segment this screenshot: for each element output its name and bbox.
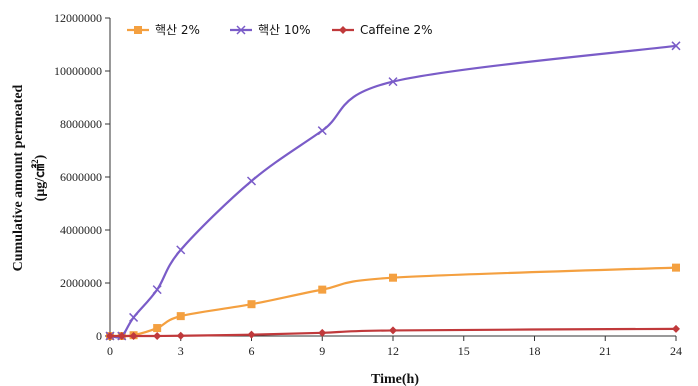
- y-tick-label: 2000000: [60, 276, 102, 290]
- legend-swatch-marker: [339, 26, 347, 34]
- data-point: [176, 245, 186, 255]
- data-point: [318, 285, 327, 294]
- legend-swatch-marker: [134, 26, 142, 34]
- x-axis-ticks: 0 3 6 9 12 15 18 21 24: [107, 336, 682, 358]
- y-tick-label: 0: [96, 329, 102, 343]
- data-point: [152, 285, 162, 295]
- x-tick-label: 0: [107, 344, 113, 358]
- data-point: [176, 331, 185, 340]
- data-point: [153, 332, 162, 340]
- legend-label: 핵산 10%: [258, 23, 311, 37]
- x-axis-title: Time(h): [371, 372, 419, 386]
- data-point: [129, 332, 138, 340]
- series-layer: [105, 41, 681, 341]
- data-point: [176, 312, 185, 321]
- x-tick-label: 6: [249, 344, 255, 358]
- y-axis-unit-superscript: 2: [30, 159, 40, 164]
- legend-swatch-marker: [236, 25, 246, 35]
- x-tick-label: 24: [670, 344, 682, 358]
- y-axis-ticks: 0 2000000 4000000 6000000 8000000 10000000 120…: [54, 11, 110, 343]
- data-point: [672, 324, 680, 333]
- x-tick-label: 3: [178, 344, 184, 358]
- legend-item: Caffeine 2%: [332, 23, 433, 37]
- legend-label: 핵산 2%: [155, 23, 200, 37]
- x-tick-label: 18: [529, 344, 541, 358]
- data-point: [247, 300, 256, 309]
- y-axis-unit-prefix: (μg/㎠: [31, 164, 48, 202]
- x-tick-label: 15: [458, 344, 470, 358]
- data-point: [246, 176, 257, 186]
- data-point: [117, 332, 126, 340]
- series-line: [109, 44, 677, 339]
- y-tick-label: 4000000: [60, 223, 102, 237]
- legend-label: Caffeine 2%: [360, 23, 433, 37]
- x-tick-label: 21: [599, 344, 611, 358]
- data-point: [317, 126, 327, 136]
- data-point: [672, 263, 680, 272]
- data-point: [106, 332, 114, 340]
- y-axis-title: Cumulative amount permeated: [11, 84, 26, 271]
- data-point: [129, 312, 139, 322]
- legend-item: 핵산 10%: [230, 23, 311, 37]
- series-3: [106, 324, 680, 340]
- legend: 핵산 2% 핵산 10% Caffeine 2%: [127, 23, 433, 37]
- data-point: [153, 324, 162, 333]
- y-tick-label: 10000000: [54, 64, 102, 78]
- y-tick-label: 12000000: [54, 11, 102, 25]
- series-2: [105, 41, 681, 341]
- y-axis-unit-suffix: ): [33, 154, 48, 159]
- data-point: [318, 328, 327, 337]
- legend-item: 핵산 2%: [127, 23, 200, 37]
- y-axis-unit: (μg/㎠2): [30, 154, 48, 201]
- x-tick-label: 9: [319, 344, 325, 358]
- y-tick-label: 8000000: [60, 117, 102, 131]
- data-point: [671, 41, 681, 51]
- data-point: [389, 326, 397, 335]
- series-line: [110, 327, 677, 338]
- y-tick-label: 6000000: [60, 170, 102, 184]
- x-tick-label: 12: [387, 344, 399, 358]
- data-point: [247, 330, 256, 339]
- data-point: [388, 77, 398, 87]
- data-point: [389, 273, 397, 282]
